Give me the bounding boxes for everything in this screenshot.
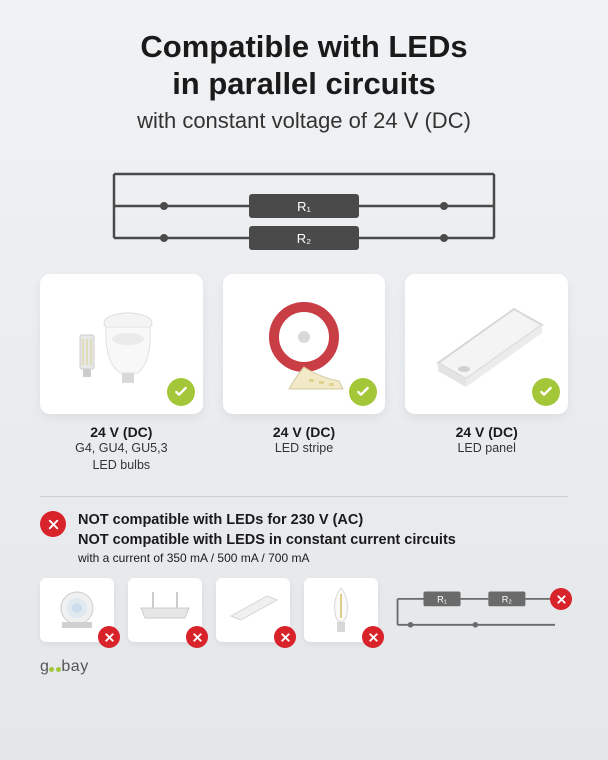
section-divider [40,496,568,497]
series-r1-label: R₁ [437,595,447,605]
check-icon [349,378,377,406]
product-card-stripe: 24 V (DC) LED stripe [223,274,386,474]
logo-suffix: bay [61,658,88,675]
product-image-panel [405,274,568,414]
nc-item-pendant [128,578,202,642]
warning-text: NOT compatible with LEDs for 230 V (AC) … [78,511,456,566]
product-card-bulbs: 24 V (DC) G4, GU4, GU5,3 LED bulbs [40,274,203,474]
parallel-circuit-diagram: R₁ R₂ [94,156,514,256]
warning-line-2: NOT compatible with LEDS in constant cur… [78,531,456,551]
check-icon [167,378,195,406]
product-card-panel: 24 V (DC) LED panel [405,274,568,474]
cross-icon [40,511,66,537]
nc-item-spotlight [40,578,114,642]
product-sub1: LED panel [405,440,568,457]
product-title: 24 V (DC) [40,424,203,440]
r1-label: R₁ [297,199,311,214]
r2-label: R₂ [297,231,311,246]
logo-prefix: g [40,658,49,675]
title-line-2: in parallel circuits [172,66,436,101]
warning-line-3: with a current of 350 mA / 500 mA / 700 … [78,550,456,566]
check-icon [532,378,560,406]
logo-dots-icon [49,667,61,672]
cross-icon [186,626,208,648]
series-circuit-diagram: R₁ R₂ [392,580,568,640]
warning-block: NOT compatible with LEDs for 230 V (AC) … [40,511,568,566]
title-line-1: Compatible with LEDs [140,29,467,64]
brand-logo: gbay [40,658,568,676]
series-r2-label: R₂ [502,595,513,605]
product-sub1: G4, GU4, GU5,3 [40,440,203,457]
product-sub2: LED bulbs [40,457,203,474]
main-title: Compatible with LEDs in parallel circuit… [40,28,568,102]
cross-icon [98,626,120,648]
cross-icon [550,588,572,610]
cross-icon [362,626,384,648]
compatible-products-row: 24 V (DC) G4, GU4, GU5,3 LED bulbs 24 V … [40,274,568,474]
not-compatible-row: R₁ R₂ [40,578,568,642]
product-image-bulbs [40,274,203,414]
subtitle: with constant voltage of 24 V (DC) [40,108,568,134]
warning-line-1: NOT compatible with LEDs for 230 V (AC) [78,511,456,531]
product-sub1: LED stripe [223,440,386,457]
nc-item-candle [304,578,378,642]
product-image-stripe [223,274,386,414]
nc-item-flatpanel [216,578,290,642]
product-title: 24 V (DC) [223,424,386,440]
cross-icon [274,626,296,648]
product-title: 24 V (DC) [405,424,568,440]
